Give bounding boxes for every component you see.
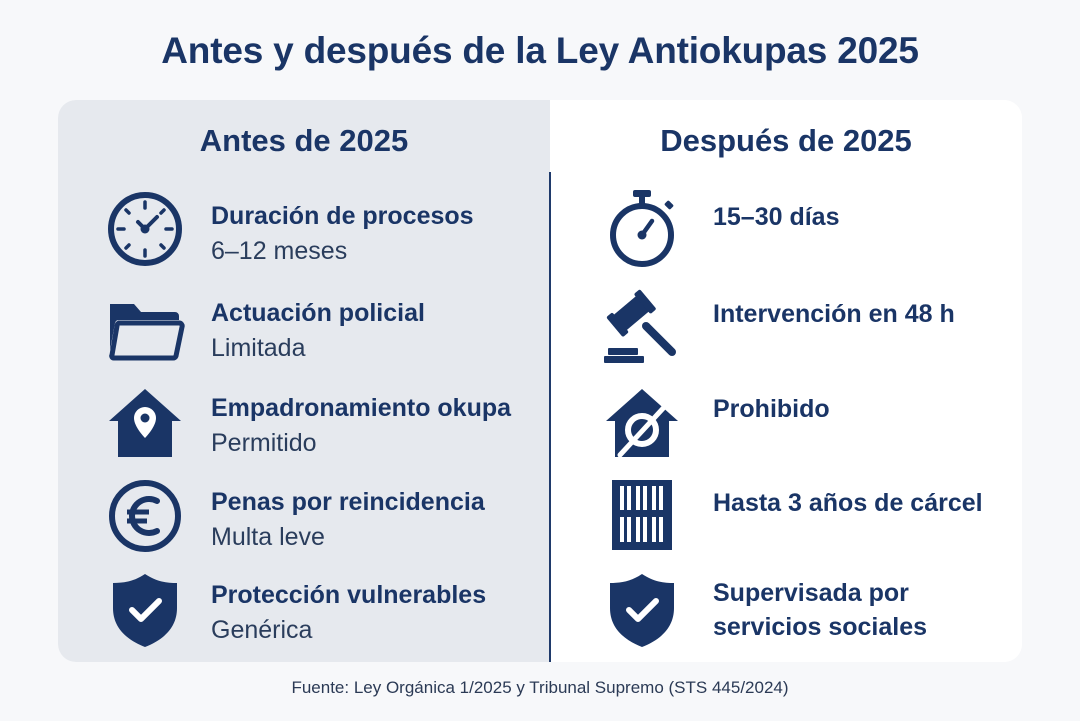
after-protection-text: Supervisada por servicios sociales xyxy=(713,576,927,644)
after-registration-text: Prohibido xyxy=(713,392,830,426)
gavel-icon xyxy=(602,288,682,368)
stopwatch-icon xyxy=(602,189,682,269)
before-column: Antes de 2025 Duración de proceso xyxy=(58,100,550,662)
page-title: Antes y después de la Ley Antiokupas 202… xyxy=(161,30,919,71)
house-prohibited-icon xyxy=(602,383,682,463)
euro-icon xyxy=(105,476,185,556)
before-heading: Antes de 2025 xyxy=(199,123,409,158)
protection-value: Genérica xyxy=(211,616,313,644)
house-location-pin-icon xyxy=(105,383,185,463)
police-value: Limitada xyxy=(211,334,306,362)
after-column: Después de 2025 15–30 días xyxy=(550,100,1022,662)
clock-icon xyxy=(105,189,185,269)
source-note: Fuente: Ley Orgánica 1/2025 y Tribunal S… xyxy=(291,678,789,697)
comparison-card: Antes de 2025 Duración de proceso xyxy=(58,100,1022,662)
after-police-text: Intervención en 48 h xyxy=(713,297,955,331)
after-protection-line-2: servicios sociales xyxy=(713,613,928,641)
duration-value: 6–12 meses xyxy=(211,237,348,265)
after-penalties-text: Hasta 3 años de cárcel xyxy=(713,486,983,520)
after-police-line: Intervención en 48 h xyxy=(713,300,955,328)
protection-label: Protección vulnerables xyxy=(211,581,487,609)
jail-bars-icon xyxy=(602,476,682,556)
shield-check-icon xyxy=(105,570,185,650)
police-label: Actuación policial xyxy=(211,299,425,327)
after-heading: Después de 2025 xyxy=(660,123,912,158)
after-protection-line-1: Supervisada por xyxy=(713,579,909,607)
penalties-value: Multa leve xyxy=(211,523,325,551)
after-penalties-line: Hasta 3 años de cárcel xyxy=(713,489,983,517)
folder-icon xyxy=(105,288,185,368)
column-divider xyxy=(549,172,551,662)
after-duration-line: 15–30 días xyxy=(713,203,840,231)
duration-label: Duración de procesos xyxy=(211,202,474,230)
after-registration-line: Prohibido xyxy=(713,395,830,423)
registration-label: Empadronamiento okupa xyxy=(211,394,512,422)
shield-check-icon xyxy=(602,570,682,650)
penalties-label: Penas por reincidencia xyxy=(211,488,485,516)
registration-value: Permitido xyxy=(211,429,317,457)
after-duration-text: 15–30 días xyxy=(713,200,840,234)
